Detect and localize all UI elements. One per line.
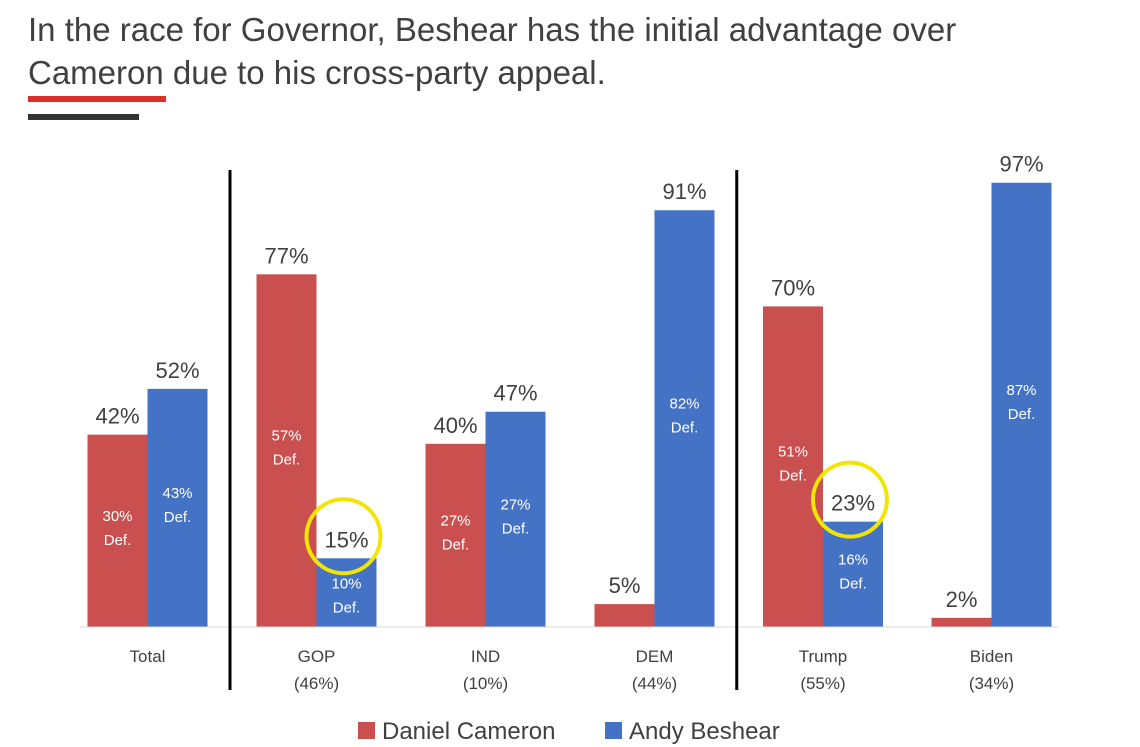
x-tick-label: DEM [636, 647, 674, 666]
highlight-circle [811, 460, 889, 539]
bar-beshear [147, 388, 208, 627]
definite-label: 82% [669, 396, 699, 413]
title-underline-dark [28, 114, 139, 120]
definite-suffix: Def. [104, 532, 132, 549]
definite-suffix: Def. [273, 452, 301, 469]
definite-label: 87% [1006, 382, 1036, 399]
definite-suffix: Def. [1008, 406, 1036, 423]
definite-label: 27% [440, 512, 470, 529]
bar-cameron [425, 443, 486, 627]
x-tick-label: IND [471, 647, 500, 666]
definite-label: 57% [271, 428, 301, 445]
x-tick-sublabel: (10%) [463, 674, 508, 693]
x-tick-sublabel: (55%) [800, 674, 845, 693]
data-label: 23% [831, 491, 875, 516]
x-tick-label: Total [130, 647, 166, 666]
x-tick-label: Biden [970, 647, 1013, 666]
x-tick-sublabel: (34%) [969, 674, 1014, 693]
page-title: In the race for Governor, Beshear has th… [28, 11, 957, 91]
bar-beshear [823, 521, 883, 627]
highlight-circle [304, 497, 383, 576]
legend-swatch-beshear [605, 722, 622, 739]
definite-label: 43% [162, 485, 192, 502]
data-label: 77% [264, 243, 308, 268]
definite-suffix: Def. [164, 509, 192, 526]
definite-suffix: Def. [779, 468, 807, 485]
definite-suffix: Def. [839, 575, 867, 592]
x-tick-sublabel: (44%) [632, 674, 677, 693]
definite-suffix: Def. [671, 420, 699, 437]
title-underline-red [28, 96, 166, 102]
data-label: 5% [609, 573, 641, 598]
definite-label: 51% [778, 444, 808, 461]
bar-cameron [256, 274, 317, 627]
bar-beshear [654, 210, 715, 627]
definite-label: 30% [102, 508, 132, 525]
bar-cameron [763, 306, 823, 627]
bar-cameron [931, 617, 992, 627]
data-label: 97% [999, 152, 1043, 177]
data-label: 2% [946, 587, 978, 612]
legend-swatch-cameron [358, 722, 375, 739]
definite-suffix: Def. [502, 520, 530, 537]
data-label: 70% [771, 275, 815, 300]
x-tick-sublabel: (46%) [294, 674, 339, 693]
legend-label: Andy Beshear [629, 718, 780, 745]
data-label: 52% [155, 358, 199, 383]
data-label: 40% [433, 413, 477, 438]
definite-label: 10% [331, 575, 361, 592]
bar-cameron [594, 604, 655, 627]
data-label: 42% [95, 404, 139, 429]
definite-suffix: Def. [333, 599, 361, 616]
bar-beshear [991, 182, 1052, 628]
x-tick-label: Trump [799, 647, 848, 666]
x-tick-label: GOP [298, 647, 336, 666]
bar-cameron [87, 434, 148, 627]
legend-label: Daniel Cameron [382, 718, 555, 745]
definite-label: 16% [838, 551, 868, 568]
data-label: 47% [493, 381, 537, 406]
bar-beshear [485, 411, 546, 627]
definite-suffix: Def. [442, 536, 470, 553]
data-label: 15% [324, 527, 368, 552]
data-label: 91% [662, 179, 706, 204]
definite-label: 27% [500, 496, 530, 513]
